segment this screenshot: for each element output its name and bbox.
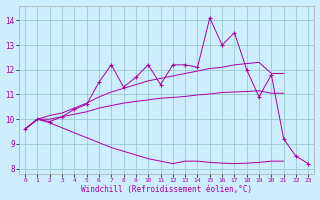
X-axis label: Windchill (Refroidissement éolien,°C): Windchill (Refroidissement éolien,°C) [81,185,252,194]
